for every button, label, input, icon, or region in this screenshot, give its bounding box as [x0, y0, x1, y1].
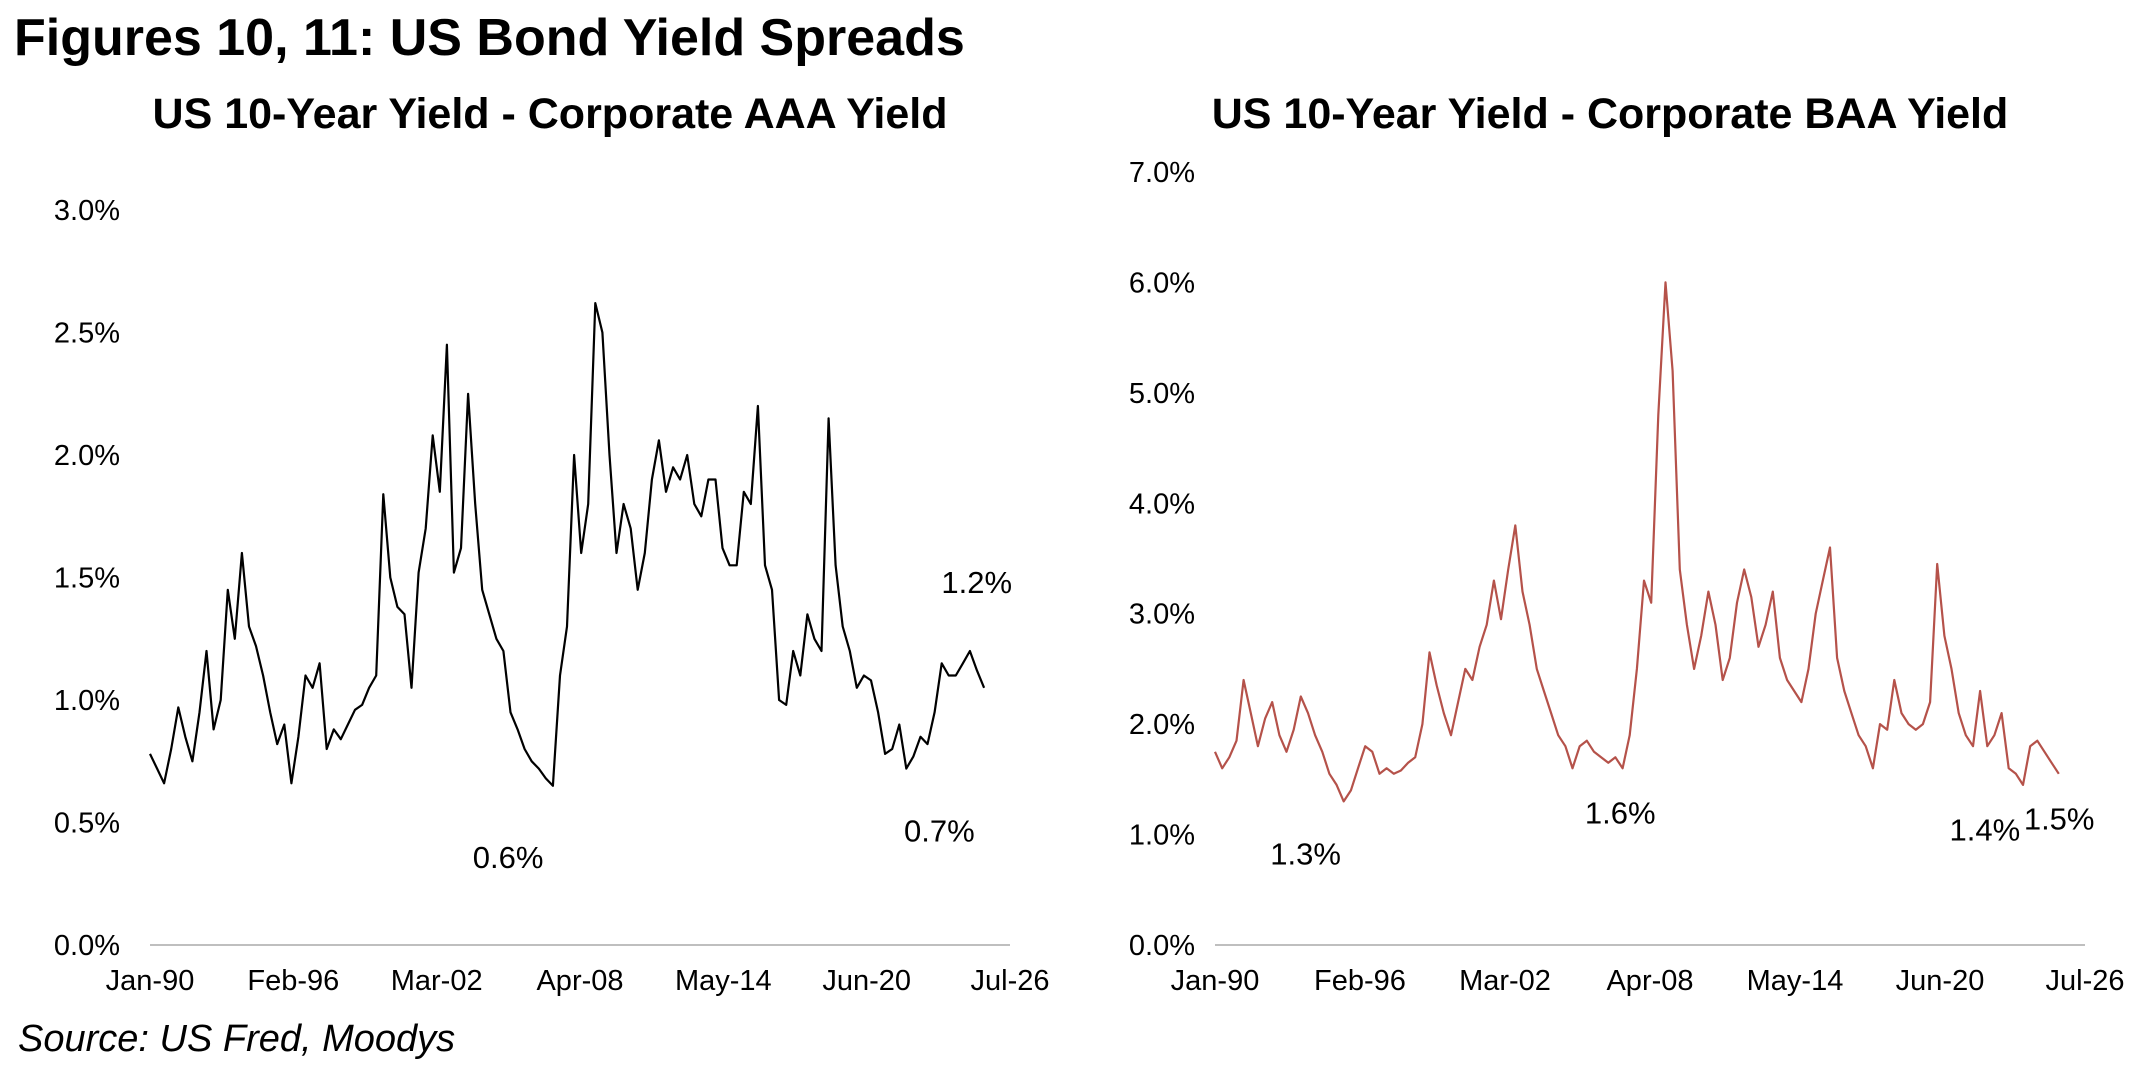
x-tick-label: May-14	[675, 965, 772, 997]
y-tick-label: 1.0%	[54, 685, 120, 717]
x-tick-label: Mar-02	[391, 965, 483, 997]
chart-title: US 10-Year Yield - Corporate AAA Yield	[153, 90, 948, 138]
chart-title: US 10-Year Yield - Corporate BAA Yield	[1212, 90, 2009, 138]
y-tick-label: 0.0%	[54, 930, 120, 962]
y-tick-label: 1.5%	[54, 563, 120, 595]
y-tick-label: 3.0%	[1129, 599, 1195, 631]
data-annotation: 1.3%	[1270, 836, 1341, 871]
page-title: Figures 10, 11: US Bond Yield Spreads	[14, 9, 965, 67]
data-annotation: 1.5%	[2024, 801, 2095, 836]
x-tick-label: May-14	[1747, 965, 1844, 997]
y-tick-label: 2.5%	[54, 318, 120, 350]
chart-baa-spread: US 10-Year Yield - Corporate BAA Yield 0.…	[1129, 90, 2125, 997]
y-tick-label: 3.0%	[54, 195, 120, 227]
data-annotation: 1.4%	[1950, 812, 2021, 847]
x-tick-label: Jan-90	[1171, 965, 1260, 997]
y-tick-label: 5.0%	[1129, 378, 1195, 410]
series-line	[1213, 281, 2060, 803]
chart-aaa-spread: US 10-Year Yield - Corporate AAA Yield 0.…	[54, 90, 1050, 997]
y-tick-label: 2.0%	[1129, 709, 1195, 741]
y-tick-label: 0.5%	[54, 808, 120, 840]
y-tick-label: 6.0%	[1129, 267, 1195, 299]
x-tick-label: Apr-08	[536, 965, 623, 997]
x-tick-label: Jul-26	[2046, 965, 2125, 997]
y-tick-label: 1.0%	[1129, 820, 1195, 852]
x-tick-label: Jul-26	[971, 965, 1050, 997]
y-tick-label: 0.0%	[1129, 930, 1195, 962]
x-tick-label: Mar-02	[1459, 965, 1551, 997]
y-tick-label: 4.0%	[1129, 488, 1195, 520]
x-tick-label: Feb-96	[1314, 965, 1406, 997]
y-tick-label: 7.0%	[1129, 157, 1195, 189]
x-tick-label: Feb-96	[247, 965, 339, 997]
x-tick-label: Apr-08	[1606, 965, 1693, 997]
series-line	[149, 302, 986, 787]
data-annotation: 1.2%	[941, 565, 1012, 600]
data-annotation: 0.7%	[904, 814, 975, 849]
x-tick-label: Jan-90	[106, 965, 195, 997]
y-tick-label: 2.0%	[54, 440, 120, 472]
x-tick-label: Jun-20	[1896, 965, 1985, 997]
data-annotation: 1.6%	[1585, 795, 1656, 830]
data-annotation: 0.6%	[473, 840, 544, 875]
x-tick-label: Jun-20	[822, 965, 911, 997]
source-note: Source: US Fred, Moodys	[18, 1018, 456, 1060]
